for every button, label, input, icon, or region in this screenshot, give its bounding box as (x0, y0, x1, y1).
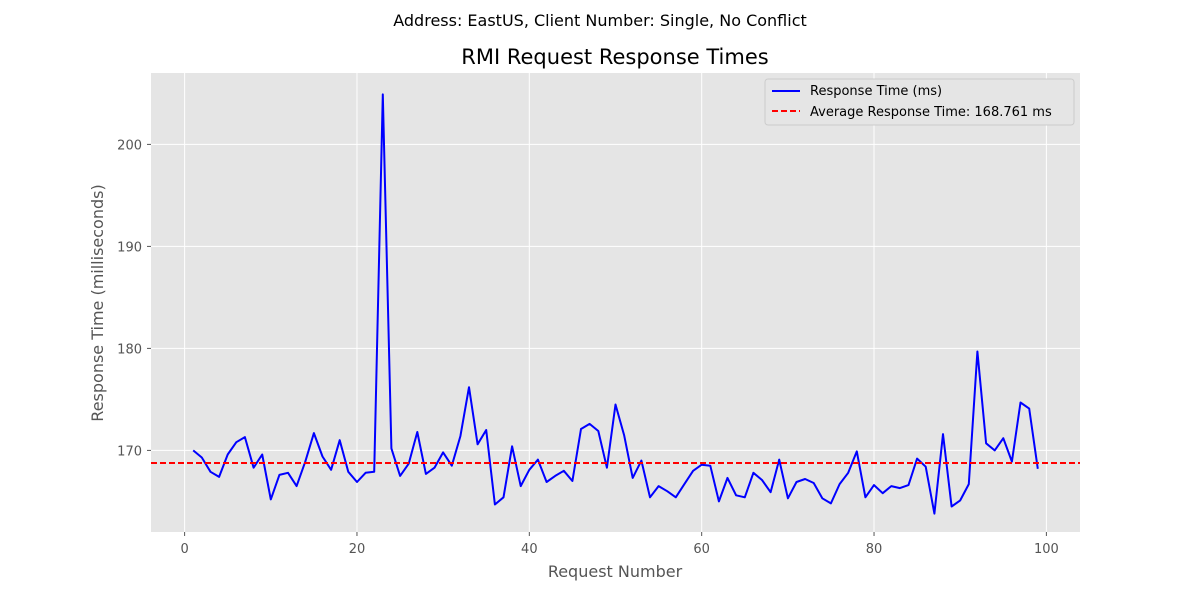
chart-title: RMI Request Response Times (461, 45, 768, 69)
tick-labels: 0 20 40 60 80 100 170 180 190 200 (117, 138, 1059, 557)
legend: Response Time (ms) Average Response Time… (764, 78, 1075, 126)
plot-area (151, 73, 1080, 532)
legend-label-response-time: Response Time (ms) (810, 84, 942, 99)
y-tick-label-200: 200 (117, 138, 142, 153)
x-tick-label-40: 40 (521, 542, 538, 557)
x-tick-label-100: 100 (1034, 542, 1059, 557)
legend-box (764, 78, 1075, 126)
x-tick-label-80: 80 (866, 542, 883, 557)
x-tick-label-20: 20 (349, 542, 366, 557)
y-tick-label-180: 180 (117, 342, 142, 357)
y-axis-label: Response Time (milliseconds) (88, 184, 107, 421)
series-line-response-time (192, 93, 1039, 515)
series-layer (151, 93, 1080, 515)
x-tick-label-0: 0 (180, 542, 188, 557)
legend-label-average: Average Response Time: 168.761 ms (810, 105, 1052, 120)
y-tick-label-190: 190 (117, 240, 142, 255)
y-tick-label-170: 170 (117, 444, 142, 459)
chart-suptitle: Address: EastUS, Client Number: Single, … (393, 11, 807, 30)
grid (151, 73, 1080, 532)
x-axis-label: Request Number (548, 562, 683, 581)
x-tick-label-60: 60 (693, 542, 710, 557)
